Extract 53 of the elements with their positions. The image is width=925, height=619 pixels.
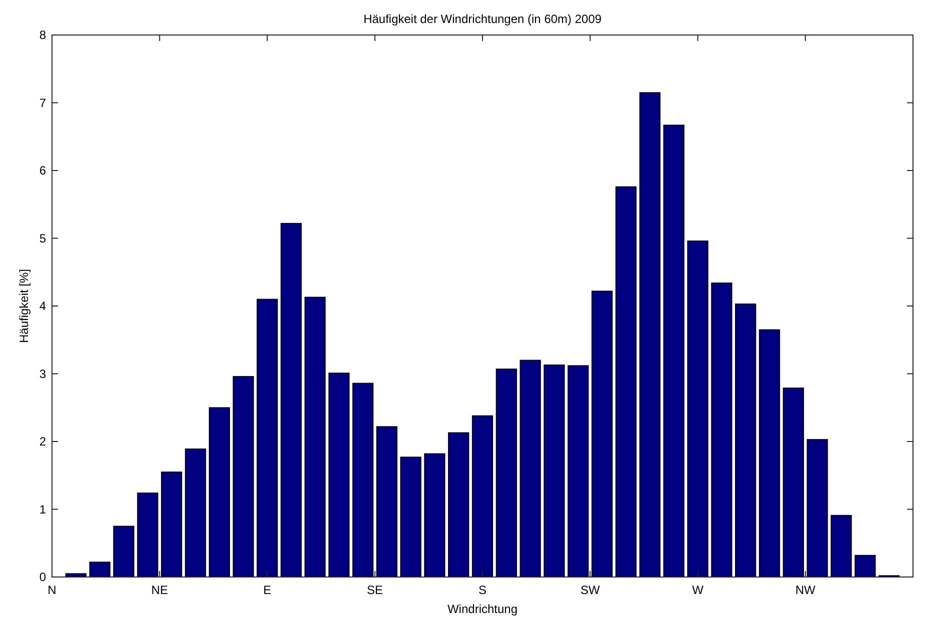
bar [830,514,852,578]
y-tick-label: 0 [39,570,46,584]
x-tick-label: N [48,583,56,597]
bar [687,240,708,578]
bar [782,388,804,578]
bar [161,472,182,578]
y-tick-label: 5 [39,231,46,246]
x-tick-label: S [478,583,487,597]
x-tick-label: NE [151,583,168,597]
x-tick-label: SE [366,583,383,597]
y-tick-label: 1 [39,502,46,516]
x-tick-label: NW [795,583,816,597]
bar [544,364,565,578]
bar [184,448,206,578]
bar [232,376,254,578]
bar [806,439,828,578]
bar [256,298,278,578]
x-tick-label: SW [580,583,600,597]
y-tick-label: 7 [39,96,46,110]
bar [352,382,374,578]
bar [663,124,684,578]
bar [448,432,470,578]
bar [854,554,876,578]
bar [758,329,780,578]
bar [735,304,756,578]
y-tick-label: 4 [39,299,46,313]
y-tick-label: 6 [39,164,46,178]
bar [304,296,326,578]
x-tick-label: W [692,583,704,597]
y-tick-label: 3 [39,366,46,381]
bar [568,365,589,578]
bar [400,456,422,578]
bar [89,562,110,578]
bar [472,415,494,578]
bar [376,426,398,578]
bar [615,186,637,578]
bar [592,290,613,578]
bar [520,360,541,578]
bar [711,282,732,578]
bar [137,492,158,578]
y-tick-label: 2 [39,434,46,448]
y-tick-label: 8 [39,28,46,42]
bar [328,372,350,578]
x-tick-label: E [263,583,272,597]
chart-title: Häufigkeit der Windrichtungen (in 60m) 2009 [363,12,602,26]
bar [639,92,660,578]
bar [113,526,134,578]
x-axis-title: Windrichtung [447,602,518,616]
bar [424,453,446,578]
bar [280,222,302,578]
y-axis-title: Häufigkeit [%] [17,268,31,344]
bar [208,407,230,578]
bar [496,368,517,578]
